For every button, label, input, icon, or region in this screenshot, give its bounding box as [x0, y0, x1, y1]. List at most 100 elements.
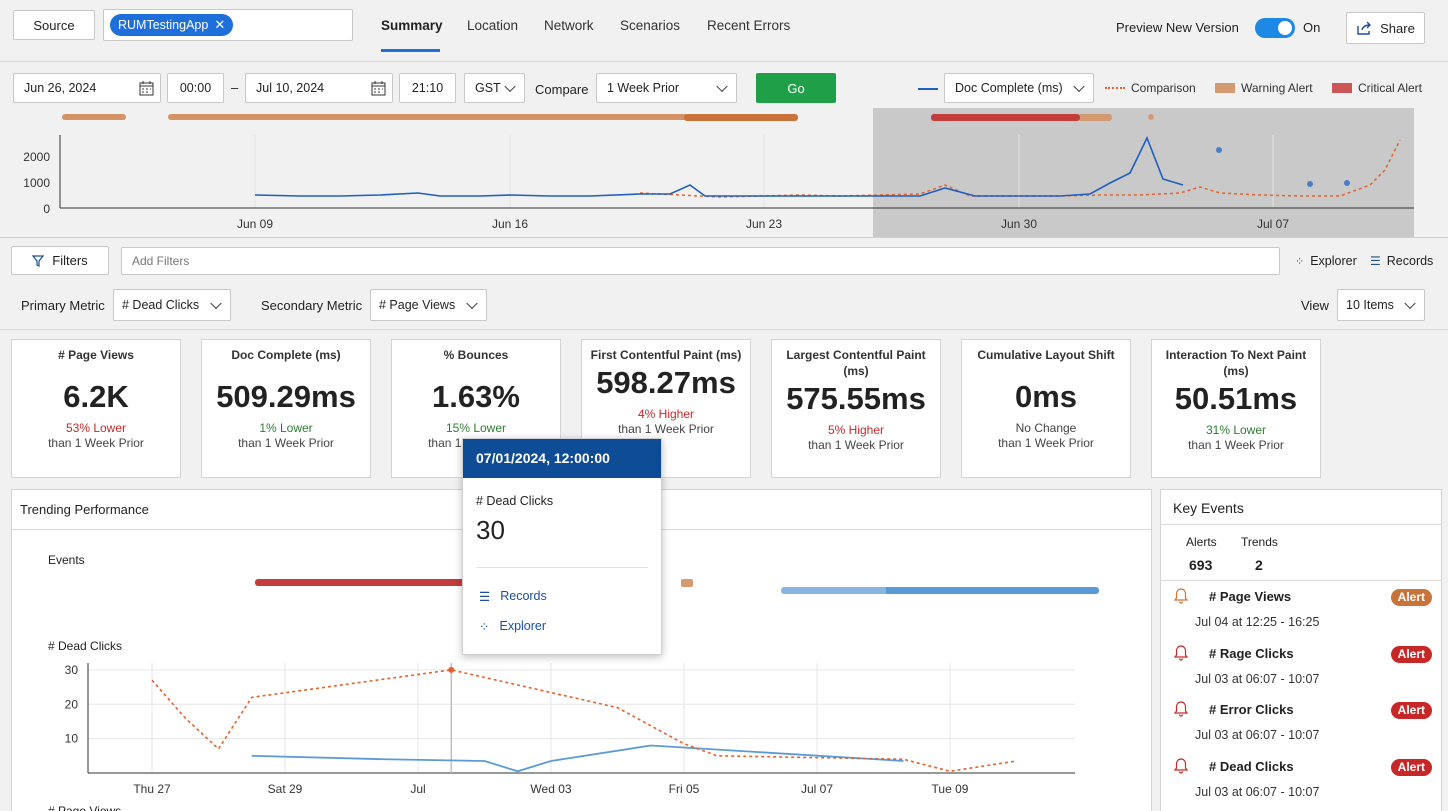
records-link[interactable]: ☰ Records	[1370, 254, 1434, 268]
preview-toggle[interactable]	[1255, 18, 1295, 38]
remove-chip-icon[interactable]: ✕	[214, 17, 226, 32]
key-event-item[interactable]: # Dead Clicks Alert Jul 03 at 06:07 - 10:0…	[1172, 757, 1434, 808]
dead-clicks-chart[interactable]: 30 20 10 Thu 27 Sat 29 Jul Wed 03 Fri 05 Jul 07 T…	[30, 655, 1080, 800]
selected-range-overlay[interactable]	[873, 108, 1414, 237]
tooltip-value: 30	[476, 515, 505, 545]
tab-network[interactable]: Network	[544, 18, 594, 33]
bell-icon	[1174, 701, 1188, 717]
key-event-item[interactable]: # Rage Clicks Alert Jul 03 at 06:07 - 10:0…	[1172, 644, 1434, 695]
trends-count-value[interactable]: 2	[1255, 557, 1263, 573]
key-events-title: Key Events	[1173, 500, 1244, 516]
add-filters-input[interactable]: Add Filters	[121, 247, 1280, 275]
tab-summary[interactable]: Summary	[381, 18, 443, 33]
secondary-metric-select[interactable]: # Page Views	[370, 289, 487, 321]
x-tick-label: Sat 29	[268, 782, 303, 796]
explorer-link[interactable]: ⁘ Explorer	[1295, 254, 1357, 268]
bell-icon	[1174, 588, 1188, 604]
timezone-select[interactable]: GST	[464, 73, 525, 103]
key-event-item[interactable]: # Page Views Alert Jul 04 at 12:25 - 16:25	[1172, 588, 1434, 638]
kpi-card-delta: 53% Lower	[65, 421, 127, 435]
kpi-card-delta: No Change	[1015, 421, 1077, 435]
kpi-card[interactable]: First Contentful Paint (ms) 598.27ms 4% Hi…	[581, 339, 751, 478]
overview-chart[interactable]: 2000 1000 0 Jun 09 Jun 16 Jun 23 Jun 30 …	[0, 105, 1448, 237]
y-tick-label: 1000	[23, 176, 50, 190]
alert-badge: Alert	[1390, 758, 1432, 776]
chevron-down-icon	[1073, 80, 1085, 93]
page-views-chart-title: # Page Views	[48, 805, 121, 811]
start-date-input[interactable]: Jun 26, 2024	[13, 73, 161, 103]
events-label: Events	[48, 553, 85, 567]
start-time-input[interactable]: 00:00	[167, 73, 224, 103]
legend-swatch	[1332, 83, 1352, 93]
alerts-count-label[interactable]: Alerts	[1186, 535, 1217, 549]
kpi-card-subtitle: than 1 Week Prior	[808, 438, 904, 452]
scatter-icon: ⁘	[1295, 255, 1305, 268]
compare-select[interactable]: 1 Week Prior	[596, 73, 737, 103]
kpi-card[interactable]: Doc Complete (ms) 509.29ms 1% Lower than 1 …	[201, 339, 371, 478]
kpi-card-title: Largest Contentful Paint (ms)	[786, 348, 926, 378]
kpi-card-value: 598.27ms	[596, 365, 736, 400]
primary-metric-select[interactable]: # Dead Clicks	[113, 289, 231, 321]
x-tick-label: Jul	[410, 782, 425, 796]
tooltip-explorer-link[interactable]: ⁘ Explorer	[479, 619, 547, 634]
trends-count-label[interactable]: Trends	[1241, 535, 1278, 549]
highlighted-point[interactable]	[448, 666, 455, 673]
key-event-time: Jul 03 at 06:07 - 10:07	[1195, 671, 1320, 686]
warning-alert-dot	[1148, 114, 1154, 120]
kpi-card-delta: 31% Lower	[1205, 423, 1267, 437]
filters-button[interactable]: Filters	[11, 246, 109, 275]
tab-recent-errors[interactable]: Recent Errors	[707, 18, 791, 33]
key-event-item[interactable]: # Error Clicks Alert Jul 03 at 06:07 - 10:…	[1172, 701, 1434, 751]
event-bar-critical[interactable]	[255, 579, 470, 586]
kpi-card[interactable]: # Page Views 6.2K 53% Lower than 1 Week Pri…	[11, 339, 181, 478]
end-time-input[interactable]: 21:10	[399, 73, 456, 103]
key-event-time: Jul 03 at 06:07 - 10:07	[1195, 728, 1320, 742]
source-button[interactable]: Source	[13, 10, 95, 40]
x-tick-label: Jun 16	[492, 217, 528, 231]
calendar-icon[interactable]	[139, 81, 154, 96]
current-series-line	[251, 744, 904, 773]
alert-badge: Alert	[1390, 589, 1432, 606]
y-tick-label: 30	[65, 663, 79, 677]
x-tick-label: Tue 09	[932, 782, 969, 796]
secondary-metric-label: Secondary Metric	[261, 298, 363, 313]
go-button[interactable]: Go	[756, 73, 836, 103]
kpi-card-subtitle: than 1 Week Prior	[1188, 438, 1284, 452]
end-date-input[interactable]: Jul 10, 2024	[245, 73, 393, 103]
key-event-name: # Dead Clicks	[1209, 758, 1294, 774]
active-tab-underline	[381, 49, 440, 52]
metric-select[interactable]: Doc Complete (ms)	[944, 73, 1094, 103]
chevron-down-icon	[466, 297, 478, 310]
compare-label: Compare	[535, 82, 589, 97]
legend-current-line	[918, 88, 938, 90]
share-button[interactable]: Share	[1346, 12, 1425, 44]
event-bar-trend-light[interactable]	[781, 587, 891, 594]
tooltip-records-link[interactable]: ☰ Records	[479, 589, 547, 604]
alerts-count-value[interactable]: 693	[1189, 557, 1213, 573]
toggle-knob	[1278, 21, 1292, 35]
calendar-icon[interactable]	[371, 81, 386, 96]
kpi-card-delta: 4% Higher	[637, 407, 695, 421]
x-tick-label: Thu 27	[133, 782, 171, 796]
warning-alert-band	[1078, 114, 1112, 121]
kpi-card-title: Doc Complete (ms)	[231, 348, 341, 362]
x-tick-label: Jun 23	[746, 217, 782, 231]
kpi-card[interactable]: Cumulative Layout Shift 0ms No Change than …	[961, 339, 1131, 478]
y-tick-label: 0	[43, 202, 50, 216]
kpi-card-delta: 15% Lower	[445, 421, 507, 435]
kpi-card[interactable]: Largest Contentful Paint (ms) 575.55ms 5% …	[771, 339, 941, 478]
chevron-down-icon	[1404, 297, 1416, 310]
tab-scenarios[interactable]: Scenarios	[620, 18, 681, 33]
event-bar-warning[interactable]	[681, 579, 693, 587]
view-select[interactable]: 10 Items	[1337, 289, 1425, 321]
kpi-card[interactable]: Interaction To Next Paint (ms) 50.51ms 31%…	[1151, 339, 1321, 478]
kpi-card-title: Interaction To Next Paint (ms)	[1165, 348, 1307, 378]
tooltip-popover: 07/01/2024, 12:00:00 # Dead Clicks 30 ☰ R…	[462, 438, 662, 655]
event-bar-trend[interactable]	[886, 587, 1099, 594]
app-selector[interactable]: RUMTestingApp ✕	[103, 9, 353, 41]
x-tick-label: Jun 09	[237, 217, 273, 231]
app-chip-label: RUMTestingApp	[118, 18, 209, 32]
tab-location[interactable]: Location	[467, 18, 519, 33]
x-tick-label: Jun 30	[1001, 217, 1037, 231]
data-point	[1216, 147, 1222, 153]
